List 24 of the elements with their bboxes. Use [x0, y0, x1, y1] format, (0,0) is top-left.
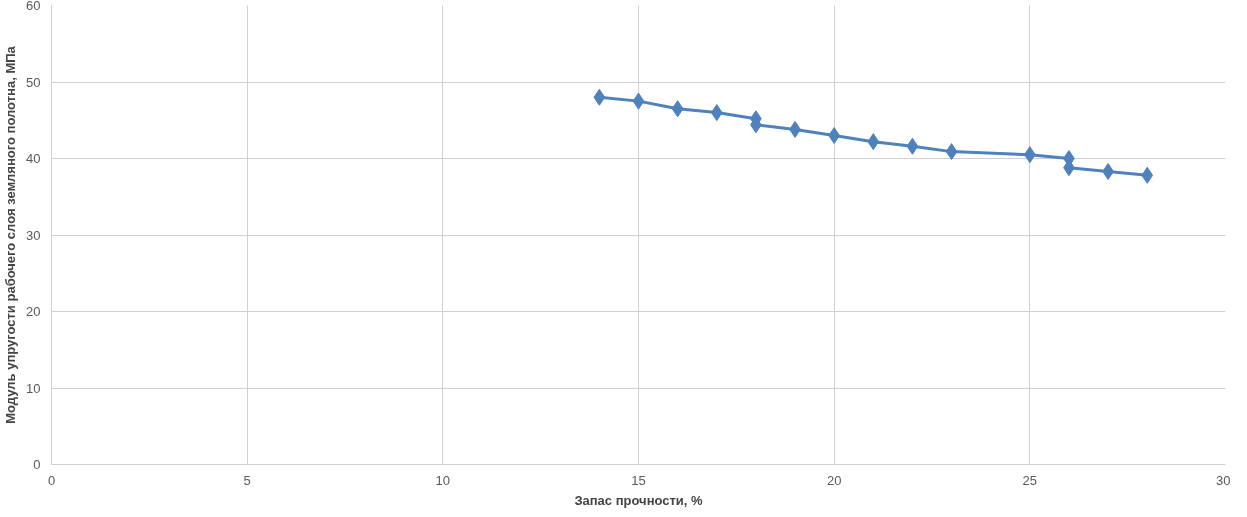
x-tick-label: 25: [1022, 472, 1038, 488]
y-tick-label: 60: [26, 0, 41, 13]
y-tick-label: 40: [26, 151, 41, 166]
x-tick-label: 0: [47, 472, 56, 488]
point: [710, 104, 723, 122]
x-tick-label: 30: [1216, 472, 1231, 488]
x-tick-label: 20: [826, 472, 842, 488]
y-tick-label: 30: [26, 227, 41, 243]
point: [1141, 166, 1154, 184]
point: [632, 92, 645, 110]
y-tick-label: 50: [26, 74, 41, 90]
point: [906, 137, 919, 155]
x-axis-title: Запас прочности, %: [574, 492, 704, 508]
x-tick-label: 10: [435, 472, 451, 488]
x-tick-label: 15: [631, 472, 646, 488]
x-tick-label: 5: [243, 472, 251, 488]
y-tick-label: 0: [33, 457, 41, 472]
y-tick-label: 20: [26, 304, 41, 319]
y-tick-label: 10: [26, 380, 41, 396]
point: [671, 100, 684, 118]
point: [593, 88, 606, 106]
point: [945, 143, 958, 161]
y-axis-title: Модуль упругости рабочего слоя земляного полотна, МПа: [3, 45, 19, 424]
point: [867, 133, 880, 151]
